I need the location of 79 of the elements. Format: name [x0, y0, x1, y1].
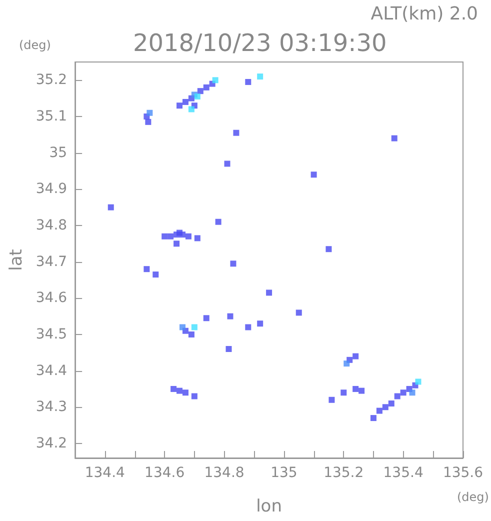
point: [146, 110, 153, 116]
point: [176, 102, 183, 109]
point: [194, 235, 200, 242]
point: [376, 408, 382, 414]
x-tick-label: 134.4: [84, 465, 126, 481]
point: [168, 233, 174, 240]
point: [180, 232, 186, 238]
x-tick-label: 134.8: [204, 465, 244, 481]
x-axis-title: lon: [256, 496, 282, 516]
point: [340, 390, 347, 396]
y-tick-label: 35.2: [36, 72, 68, 88]
point: [215, 218, 222, 225]
chart-subtitle: ALT(km) 2.0: [370, 4, 478, 24]
point: [394, 393, 400, 400]
y-tick-label: 34.8: [36, 217, 68, 234]
point: [144, 266, 150, 272]
point: [266, 290, 272, 296]
y-tick-label: 34.3: [36, 399, 68, 416]
point: [230, 260, 236, 267]
chart-title: 2018/10/23 03:19:30: [133, 29, 387, 57]
x-tick-label: 135: [270, 465, 298, 481]
point: [191, 324, 198, 330]
point: [257, 320, 264, 327]
y-tick-label: 34.5: [36, 326, 68, 342]
y-tick-label: 34.6: [36, 290, 68, 306]
point: [310, 172, 317, 178]
point: [245, 78, 252, 85]
x-tick-label: 134.6: [144, 465, 185, 481]
point: [400, 390, 406, 396]
point: [245, 324, 252, 330]
point: [226, 346, 232, 352]
point: [203, 84, 210, 90]
point: [233, 130, 240, 136]
point: [174, 240, 180, 247]
point: [194, 94, 200, 100]
point: [370, 415, 376, 422]
point: [358, 388, 365, 394]
point: [296, 310, 302, 316]
point: [328, 396, 335, 403]
point: [197, 88, 204, 94]
point: [352, 386, 359, 392]
point: [382, 404, 388, 410]
text: (deg): [19, 38, 51, 52]
point: [391, 135, 398, 142]
point: [185, 233, 192, 240]
y-tick-label: 35.1: [36, 108, 68, 124]
point: [326, 246, 332, 252]
point: [344, 360, 350, 367]
point: [409, 390, 416, 396]
text: (deg): [457, 490, 489, 504]
x-tick-label: 135.6: [442, 465, 484, 481]
y-tick-label: 35: [49, 144, 68, 161]
y-tick-label: 34.4: [36, 362, 68, 379]
point: [145, 118, 152, 125]
point: [162, 233, 168, 240]
point: [203, 315, 210, 322]
point: [170, 386, 177, 392]
point: [212, 77, 218, 84]
point: [176, 388, 183, 394]
point: [388, 400, 394, 407]
point: [415, 378, 422, 385]
point: [108, 204, 114, 210]
y-tick-label: 34.7: [36, 254, 68, 270]
point: [227, 313, 234, 320]
point: [352, 353, 359, 360]
x-tick-label: 135.4: [383, 465, 424, 481]
point: [182, 98, 188, 105]
y-axis-title: lat: [6, 248, 26, 271]
point: [152, 272, 159, 278]
point: [188, 106, 194, 112]
point: [188, 331, 194, 338]
y-tick-label: 34.9: [36, 181, 68, 198]
point: [257, 74, 264, 80]
point: [224, 160, 230, 167]
y-tick-label: 34.2: [36, 435, 68, 452]
point: [180, 324, 186, 330]
x-tick-label: 135.2: [324, 465, 364, 481]
point: [182, 390, 188, 396]
point: [191, 393, 198, 400]
